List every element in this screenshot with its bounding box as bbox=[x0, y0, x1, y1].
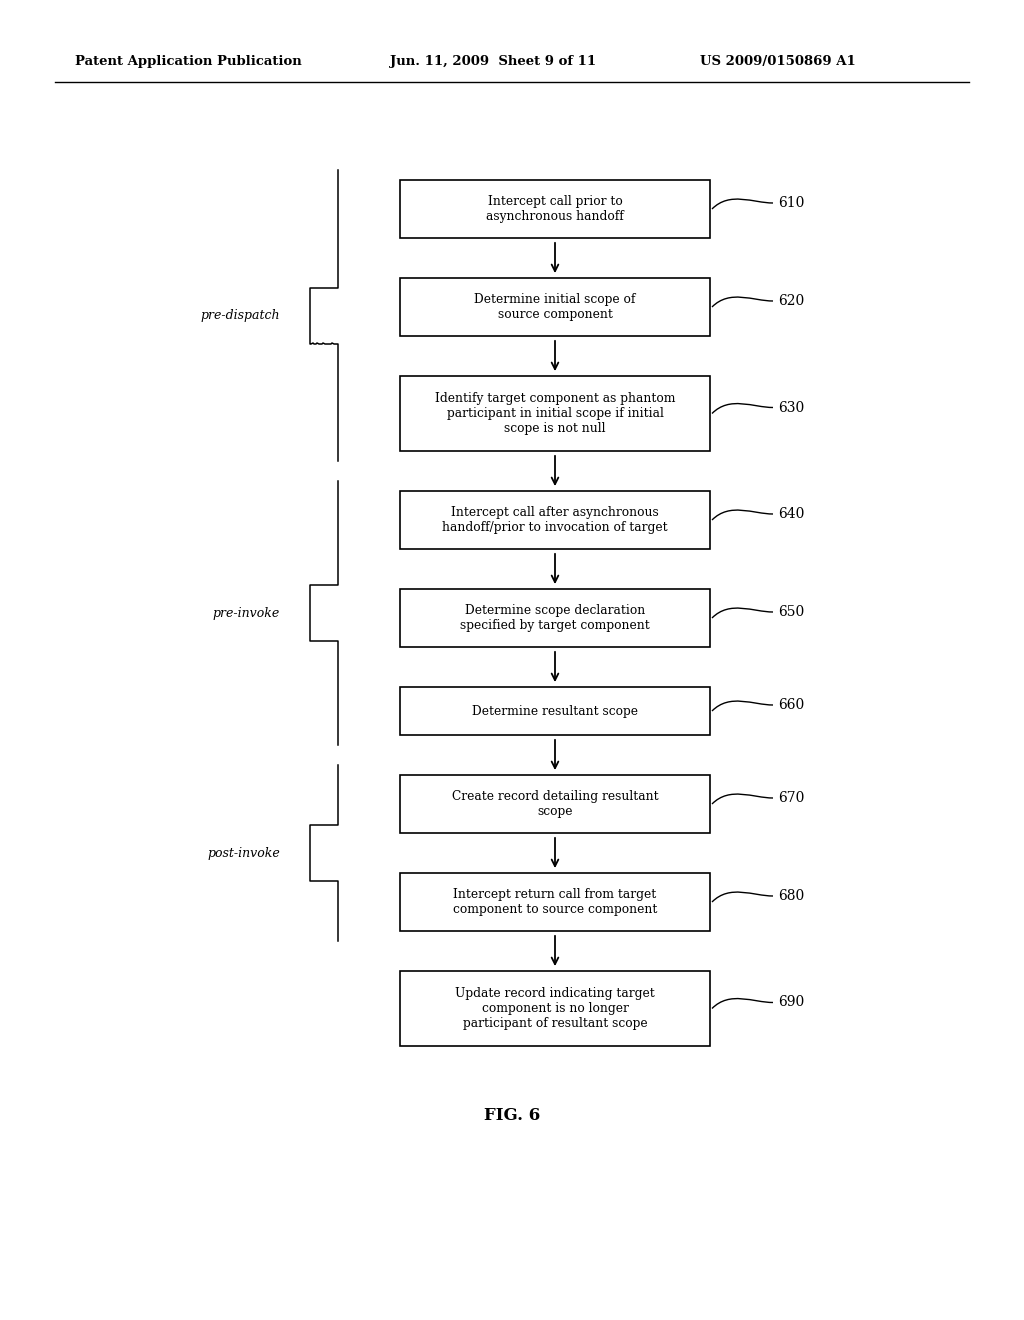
Text: Intercept call prior to
asynchronous handoff: Intercept call prior to asynchronous han… bbox=[486, 195, 624, 223]
Text: pre-dispatch: pre-dispatch bbox=[201, 309, 280, 322]
Text: Patent Application Publication: Patent Application Publication bbox=[75, 55, 302, 69]
Text: Determine initial scope of
source component: Determine initial scope of source compon… bbox=[474, 293, 636, 321]
Text: pre-invoke: pre-invoke bbox=[213, 606, 280, 619]
Text: 610: 610 bbox=[778, 195, 805, 210]
FancyBboxPatch shape bbox=[400, 376, 710, 451]
Text: Create record detailing resultant
scope: Create record detailing resultant scope bbox=[452, 789, 658, 818]
FancyBboxPatch shape bbox=[400, 775, 710, 833]
Text: 660: 660 bbox=[778, 698, 804, 711]
Text: FIG. 6: FIG. 6 bbox=[484, 1107, 540, 1125]
FancyBboxPatch shape bbox=[400, 589, 710, 647]
Text: Update record indicating target
component is no longer
participant of resultant : Update record indicating target componen… bbox=[455, 987, 655, 1030]
FancyBboxPatch shape bbox=[400, 873, 710, 931]
FancyBboxPatch shape bbox=[400, 972, 710, 1045]
Text: 630: 630 bbox=[778, 400, 804, 414]
Text: Identify target component as phantom
participant in initial scope if initial
sco: Identify target component as phantom par… bbox=[435, 392, 675, 436]
Text: Intercept return call from target
component to source component: Intercept return call from target compon… bbox=[453, 888, 657, 916]
FancyBboxPatch shape bbox=[400, 686, 710, 735]
Text: Determine scope declaration
specified by target component: Determine scope declaration specified by… bbox=[460, 605, 650, 632]
Text: 680: 680 bbox=[778, 888, 804, 903]
Text: US 2009/0150869 A1: US 2009/0150869 A1 bbox=[700, 55, 856, 69]
Text: 690: 690 bbox=[778, 995, 804, 1010]
Text: Determine resultant scope: Determine resultant scope bbox=[472, 705, 638, 718]
Text: 620: 620 bbox=[778, 294, 804, 308]
FancyBboxPatch shape bbox=[400, 491, 710, 549]
FancyBboxPatch shape bbox=[400, 180, 710, 238]
Text: 670: 670 bbox=[778, 791, 805, 805]
Text: 650: 650 bbox=[778, 605, 804, 619]
Text: Intercept call after asynchronous
handoff/prior to invocation of target: Intercept call after asynchronous handof… bbox=[442, 506, 668, 535]
Text: 640: 640 bbox=[778, 507, 805, 521]
Text: post-invoke: post-invoke bbox=[207, 846, 280, 859]
Text: Jun. 11, 2009  Sheet 9 of 11: Jun. 11, 2009 Sheet 9 of 11 bbox=[390, 55, 596, 69]
FancyBboxPatch shape bbox=[400, 279, 710, 337]
